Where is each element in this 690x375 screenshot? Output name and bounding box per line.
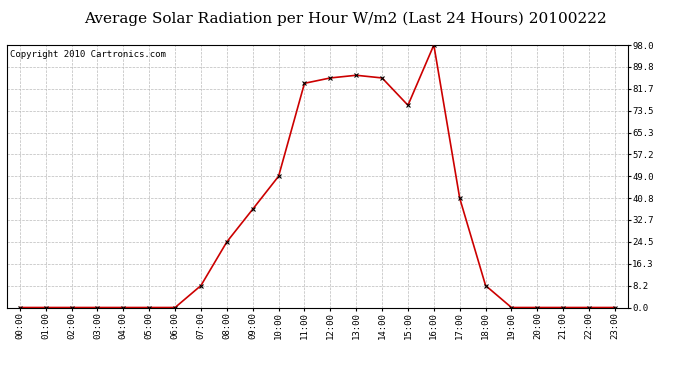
Text: Average Solar Radiation per Hour W/m2 (Last 24 Hours) 20100222: Average Solar Radiation per Hour W/m2 (L…: [83, 11, 607, 26]
Text: Copyright 2010 Cartronics.com: Copyright 2010 Cartronics.com: [10, 50, 166, 59]
